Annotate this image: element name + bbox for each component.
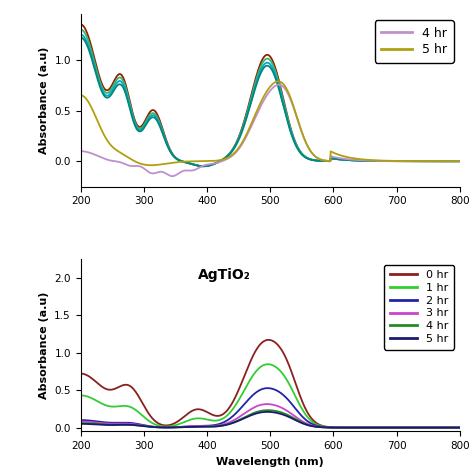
0 hr: [309, 415, 314, 421]
4 hr: [309, 423, 314, 428]
4 hr: [320, 157, 326, 163]
1 hr: [265, 361, 271, 367]
3 hr: [309, 422, 314, 428]
4 hr: [309, 150, 315, 155]
5 hr: [405, 158, 411, 164]
0 hr: [405, 425, 410, 430]
5 hr: [264, 409, 270, 415]
3 hr: [264, 401, 270, 407]
0 hr: [101, 385, 107, 391]
0 hr: [366, 425, 372, 430]
4 hr: [366, 425, 372, 430]
5 hr: [101, 132, 107, 137]
2 hr: [78, 417, 83, 423]
5 hr: [457, 158, 463, 164]
1 hr: [320, 424, 326, 429]
5 hr: [320, 424, 326, 430]
3 hr: [78, 419, 83, 424]
3 hr: [366, 425, 372, 430]
4 hr: [101, 155, 107, 161]
1 hr: [101, 401, 107, 407]
4 hr: [299, 419, 304, 425]
2 hr: [405, 425, 410, 430]
4 hr: [276, 82, 282, 88]
5 hr: [320, 157, 326, 163]
3 hr: [299, 418, 304, 423]
2 hr: [264, 385, 270, 391]
1 hr: [457, 425, 463, 430]
5 hr: [299, 129, 305, 135]
Legend: 0 hr, 1 hr, 2 hr, 3 hr, 4 hr, 5 hr: 0 hr, 1 hr, 2 hr, 3 hr, 4 hr, 5 hr: [384, 264, 454, 349]
Legend: 4 hr, 5 hr: 4 hr, 5 hr: [375, 20, 454, 63]
3 hr: [101, 420, 107, 426]
1 hr: [405, 425, 410, 430]
4 hr: [366, 158, 372, 164]
2 hr: [457, 425, 463, 430]
4 hr: [265, 407, 271, 413]
Y-axis label: Absorbance (a.u): Absorbance (a.u): [39, 292, 49, 399]
2 hr: [309, 421, 314, 427]
3 hr: [457, 425, 463, 430]
5 hr: [78, 92, 83, 98]
5 hr: [366, 157, 372, 163]
0 hr: [457, 425, 463, 430]
5 hr: [78, 421, 83, 427]
0 hr: [265, 337, 271, 343]
5 hr: [457, 425, 463, 430]
X-axis label: Wavelength (nm): Wavelength (nm): [216, 456, 324, 466]
5 hr: [275, 79, 281, 84]
Line: 2 hr: 2 hr: [81, 388, 460, 428]
5 hr: [366, 425, 372, 430]
4 hr: [405, 425, 410, 430]
4 hr: [320, 424, 326, 430]
Line: 0 hr: 0 hr: [81, 340, 460, 428]
4 hr: [101, 421, 107, 427]
Text: AgTiO₂: AgTiO₂: [198, 268, 251, 282]
2 hr: [366, 425, 372, 430]
2 hr: [101, 419, 107, 425]
Line: 3 hr: 3 hr: [81, 404, 460, 428]
1 hr: [299, 405, 304, 410]
0 hr: [299, 396, 304, 402]
1 hr: [366, 425, 372, 430]
5 hr: [148, 163, 154, 168]
5 hr: [309, 150, 315, 155]
0 hr: [78, 371, 83, 376]
3 hr: [320, 424, 326, 430]
5 hr: [309, 423, 314, 429]
4 hr: [78, 148, 83, 154]
Line: 1 hr: 1 hr: [81, 364, 460, 428]
2 hr: [320, 424, 326, 430]
4 hr: [457, 158, 463, 164]
Line: 4 hr: 4 hr: [81, 85, 460, 176]
Line: 4 hr: 4 hr: [81, 410, 460, 428]
5 hr: [405, 425, 410, 430]
1 hr: [309, 418, 314, 424]
4 hr: [78, 420, 83, 426]
Y-axis label: Absorbance (a.u): Absorbance (a.u): [39, 47, 49, 154]
4 hr: [299, 129, 305, 135]
4 hr: [169, 173, 175, 179]
1 hr: [78, 392, 83, 398]
2 hr: [299, 412, 304, 418]
Line: 5 hr: 5 hr: [81, 412, 460, 428]
4 hr: [457, 425, 463, 430]
3 hr: [405, 425, 410, 430]
0 hr: [320, 423, 326, 429]
Line: 5 hr: 5 hr: [81, 82, 460, 165]
4 hr: [405, 158, 411, 164]
5 hr: [299, 420, 304, 426]
5 hr: [101, 422, 107, 428]
